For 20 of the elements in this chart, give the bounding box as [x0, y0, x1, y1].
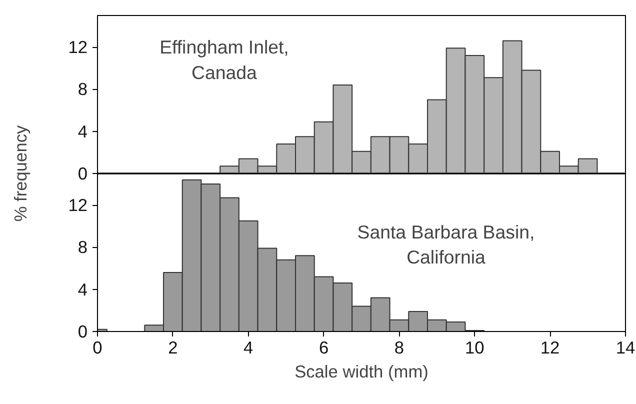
- y-tick-label: 12: [68, 37, 88, 58]
- y-tick-label: 0: [78, 322, 88, 342]
- y-tick-label: 8: [78, 79, 88, 100]
- x-tick-label: 4: [244, 338, 254, 358]
- y-tick-label: 4: [78, 121, 88, 142]
- x-tick-label: 10: [465, 338, 484, 358]
- y-tick-label: 4: [78, 279, 88, 300]
- x-axis-title: Scale width (mm): [294, 362, 428, 382]
- x-tick-label: 2: [168, 338, 178, 358]
- y-axis-title: % frequency: [10, 125, 30, 222]
- annotation: Effingham Inlet, Canada: [160, 36, 289, 83]
- y-tick-label: 0: [78, 164, 88, 184]
- annotation: Santa Barbara Basin, California: [357, 222, 535, 268]
- x-tick-label: 0: [92, 338, 102, 358]
- x-tick-label: 8: [394, 338, 404, 358]
- x-tick-label: 14: [616, 338, 636, 358]
- x-tick-label: 12: [540, 338, 560, 358]
- y-tick-label: 12: [68, 195, 88, 216]
- y-tick-label: 8: [78, 237, 88, 258]
- x-tick-label: 6: [318, 338, 329, 358]
